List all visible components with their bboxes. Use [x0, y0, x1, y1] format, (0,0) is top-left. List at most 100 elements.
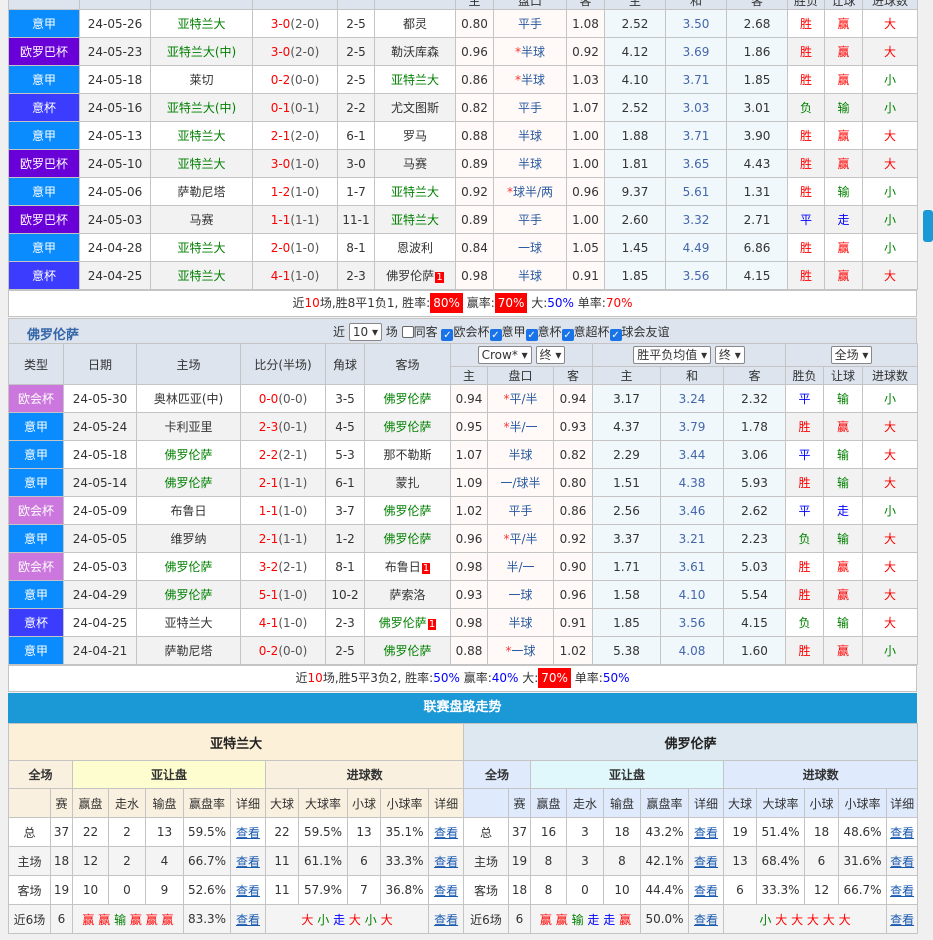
away-team-name[interactable]: 恩波利 — [396, 241, 433, 255]
away-team-name[interactable]: 布鲁日 — [384, 560, 421, 574]
scope-select[interactable]: 全场 ▾ — [830, 346, 873, 364]
league-checkbox[interactable]: ✓ — [441, 329, 454, 341]
away-team[interactable]: 亚特兰大 — [374, 65, 456, 94]
away-team[interactable]: 那不勒斯 — [364, 440, 451, 469]
home-team-name[interactable]: 奥林匹亚(中) — [153, 392, 224, 406]
home-team[interactable]: 萨勒尼塔 — [136, 636, 241, 665]
away-team[interactable]: 勒沃库森 — [374, 37, 456, 66]
view-link[interactable]: 查看 — [885, 817, 919, 847]
home-team-name[interactable]: 亚特兰大 — [177, 129, 226, 143]
home-team[interactable]: 亚特兰大 — [150, 9, 253, 38]
away-team[interactable]: 罗马 — [374, 121, 456, 150]
away-team[interactable]: 佛罗伦萨 — [364, 412, 451, 441]
match-type[interactable]: 欧罗巴杯 — [8, 149, 80, 178]
home-team-name[interactable]: 莱切 — [189, 73, 214, 87]
match-type[interactable]: 意甲 — [8, 412, 64, 441]
home-team-name[interactable]: 亚特兰大 — [164, 616, 213, 630]
home-team-name[interactable]: 萨勒尼塔 — [164, 644, 213, 658]
away-team-name[interactable]: 萨索洛 — [389, 588, 426, 602]
view-link[interactable]: 查看 — [230, 904, 266, 934]
away-team-name[interactable]: 那不勒斯 — [383, 448, 432, 462]
away-team-name[interactable]: 佛罗伦萨 — [383, 504, 432, 518]
away-team[interactable]: 蒙扎 — [364, 468, 451, 497]
match-type[interactable]: 意杯 — [8, 608, 64, 637]
home-team[interactable]: 佛罗伦萨 — [136, 440, 241, 469]
view-link[interactable]: 查看 — [230, 875, 266, 905]
away-team[interactable]: 布鲁日 1 — [364, 552, 451, 581]
company-select[interactable]: Crow* ▾ — [477, 346, 532, 364]
match-type[interactable]: 欧会杯 — [8, 496, 64, 525]
home-team[interactable]: 亚特兰大 — [150, 149, 253, 178]
match-type[interactable]: 意甲 — [8, 524, 64, 553]
away-team[interactable]: 佛罗伦萨 — [364, 524, 451, 553]
home-team[interactable]: 佛罗伦萨 — [136, 580, 241, 609]
home-team-name[interactable]: 萨勒尼塔 — [177, 185, 226, 199]
match-type[interactable]: 意甲 — [8, 440, 64, 469]
view-link[interactable]: 查看 — [688, 875, 724, 905]
home-team[interactable]: 奥林匹亚(中) — [136, 384, 241, 413]
handicap-final-select[interactable]: 终 ▾ — [535, 346, 566, 364]
home-team[interactable]: 莱切 — [150, 65, 253, 94]
match-count-select[interactable]: 10 ▾ — [348, 323, 382, 341]
home-team-name[interactable]: 卡利亚里 — [164, 420, 213, 434]
home-team-name[interactable]: 布鲁日 — [170, 504, 207, 518]
view-link[interactable]: 查看 — [427, 875, 465, 905]
match-type[interactable]: 意甲 — [8, 65, 80, 94]
away-team[interactable]: 萨索洛 — [364, 580, 451, 609]
home-team[interactable]: 佛罗伦萨 — [136, 468, 241, 497]
view-link[interactable]: 查看 — [885, 904, 919, 934]
view-link[interactable]: 查看 — [230, 846, 266, 876]
match-type[interactable]: 欧会杯 — [8, 384, 64, 413]
away-team-name[interactable]: 佛罗伦萨 — [383, 420, 432, 434]
match-type[interactable]: 欧罗巴杯 — [8, 205, 80, 234]
home-team[interactable]: 亚特兰大(中) — [150, 93, 253, 122]
home-team-name[interactable]: 马赛 — [189, 213, 214, 227]
home-team-name[interactable]: 亚特兰大(中) — [166, 45, 237, 59]
home-team[interactable]: 亚特兰大 — [150, 261, 253, 290]
away-team[interactable]: 马赛 — [374, 149, 456, 178]
away-team[interactable]: 佛罗伦萨 — [364, 384, 451, 413]
match-type[interactable]: 意甲 — [8, 580, 64, 609]
away-team-name[interactable]: 佛罗伦萨 — [383, 532, 432, 546]
home-team-name[interactable]: 佛罗伦萨 — [164, 588, 213, 602]
away-team-name[interactable]: 佛罗伦萨 — [383, 392, 432, 406]
away-team-name[interactable]: 佛罗伦萨 — [386, 269, 435, 283]
home-team-name[interactable]: 亚特兰大 — [177, 269, 226, 283]
view-link[interactable]: 查看 — [230, 817, 266, 847]
away-team[interactable]: 亚特兰大 — [374, 205, 456, 234]
home-team[interactable]: 马赛 — [150, 205, 253, 234]
view-link[interactable]: 查看 — [688, 846, 724, 876]
home-team-name[interactable]: 亚特兰大 — [177, 157, 226, 171]
match-type[interactable]: 意杯 — [8, 261, 80, 290]
match-type[interactable]: 意甲 — [8, 121, 80, 150]
away-team[interactable]: 亚特兰大 — [374, 177, 456, 206]
odds-final-select[interactable]: 终 ▾ — [714, 346, 745, 364]
away-team-name[interactable]: 尤文图斯 — [390, 101, 439, 115]
league-checkbox[interactable]: ✓ — [561, 329, 574, 341]
home-team-name[interactable]: 亚特兰大 — [177, 241, 226, 255]
home-team[interactable]: 亚特兰大 — [136, 608, 241, 637]
view-link[interactable]: 查看 — [688, 904, 724, 934]
away-team-name[interactable]: 亚特兰大 — [390, 185, 439, 199]
match-type[interactable]: 意甲 — [8, 636, 64, 665]
match-type[interactable]: 意甲 — [8, 468, 64, 497]
match-type[interactable]: 意甲 — [8, 9, 80, 38]
scrollbar-thumb[interactable] — [923, 210, 933, 242]
home-team[interactable]: 亚特兰大 — [150, 233, 253, 262]
view-link[interactable]: 查看 — [427, 817, 465, 847]
home-team[interactable]: 卡利亚里 — [136, 412, 241, 441]
same-away-checkbox[interactable] — [401, 326, 414, 338]
match-type[interactable]: 意甲 — [8, 177, 80, 206]
away-team-name[interactable]: 罗马 — [402, 129, 427, 143]
away-team[interactable]: 恩波利 — [374, 233, 456, 262]
home-team[interactable]: 萨勒尼塔 — [150, 177, 253, 206]
league-checkbox[interactable]: ✓ — [525, 329, 538, 341]
home-team-name[interactable]: 佛罗伦萨 — [164, 560, 213, 574]
view-link[interactable]: 查看 — [427, 846, 465, 876]
match-type[interactable]: 意甲 — [8, 233, 80, 262]
view-link[interactable]: 查看 — [427, 904, 465, 934]
view-link[interactable]: 查看 — [885, 875, 919, 905]
away-team-name[interactable]: 亚特兰大 — [390, 213, 439, 227]
home-team[interactable]: 亚特兰大(中) — [150, 37, 253, 66]
odds-type-select[interactable]: 胜平负均值 ▾ — [633, 346, 712, 364]
